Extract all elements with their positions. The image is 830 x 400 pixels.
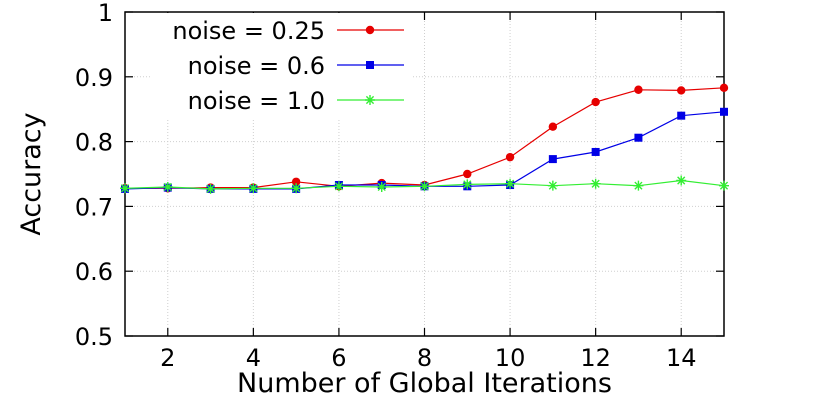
- legend: noise = 0.25 noise = 0.6 noise = 1.0: [150, 13, 412, 120]
- y-tick-label: 0.7: [75, 193, 113, 221]
- data-point: [634, 133, 643, 142]
- data-point: [633, 180, 644, 191]
- data-point: [677, 86, 686, 95]
- x-tick-label: 12: [580, 344, 611, 372]
- data-point: [162, 181, 173, 192]
- y-axis-label: Accuracy: [16, 112, 47, 235]
- legend-marker: [365, 95, 375, 105]
- axis-ticks: 0.50.60.70.80.912 4 6 8 10 12 14: [75, 0, 724, 372]
- series-layer: [120, 83, 729, 194]
- x-tick-label: 4: [246, 344, 261, 372]
- x-tick-label: 2: [160, 344, 175, 372]
- data-point: [505, 178, 516, 189]
- data-point: [634, 85, 643, 94]
- x-axis-label: Number of Global Iterations: [237, 368, 612, 399]
- data-point: [291, 183, 302, 194]
- legend-marker: [365, 25, 375, 35]
- x-tick-label: 14: [666, 344, 697, 372]
- data-point: [463, 169, 472, 179]
- data-point: [248, 183, 259, 194]
- data-point: [676, 175, 687, 186]
- y-tick-label: 0.9: [75, 64, 113, 92]
- data-point: [719, 180, 729, 191]
- data-point: [333, 181, 344, 192]
- data-point: [419, 181, 430, 192]
- data-point: [590, 178, 601, 189]
- x-tick-label: 10: [495, 344, 526, 372]
- data-point: [719, 83, 729, 93]
- data-point: [291, 177, 301, 186]
- y-tick-label: 0.6: [75, 258, 113, 286]
- data-point: [120, 183, 130, 194]
- y-tick-label: 1: [98, 0, 113, 27]
- data-point: [205, 183, 216, 194]
- legend-label: noise = 1.0: [188, 87, 325, 115]
- legend-marker: [366, 61, 374, 69]
- series-3: [120, 175, 729, 194]
- legend-label: noise = 0.6: [188, 52, 325, 80]
- data-point: [591, 97, 600, 107]
- data-point: [677, 111, 686, 120]
- data-point: [548, 155, 557, 164]
- data-point: [720, 107, 728, 116]
- data-point: [376, 181, 387, 192]
- x-tick-label: 8: [417, 344, 432, 372]
- data-point: [591, 147, 600, 156]
- y-tick-label: 0.8: [75, 129, 113, 157]
- legend-label: noise = 0.25: [172, 17, 325, 45]
- data-point: [462, 179, 473, 190]
- data-point: [547, 180, 558, 191]
- data-point: [548, 122, 558, 131]
- data-point: [505, 152, 515, 162]
- x-tick-label: 6: [331, 344, 346, 372]
- y-tick-label: 0.5: [75, 323, 113, 351]
